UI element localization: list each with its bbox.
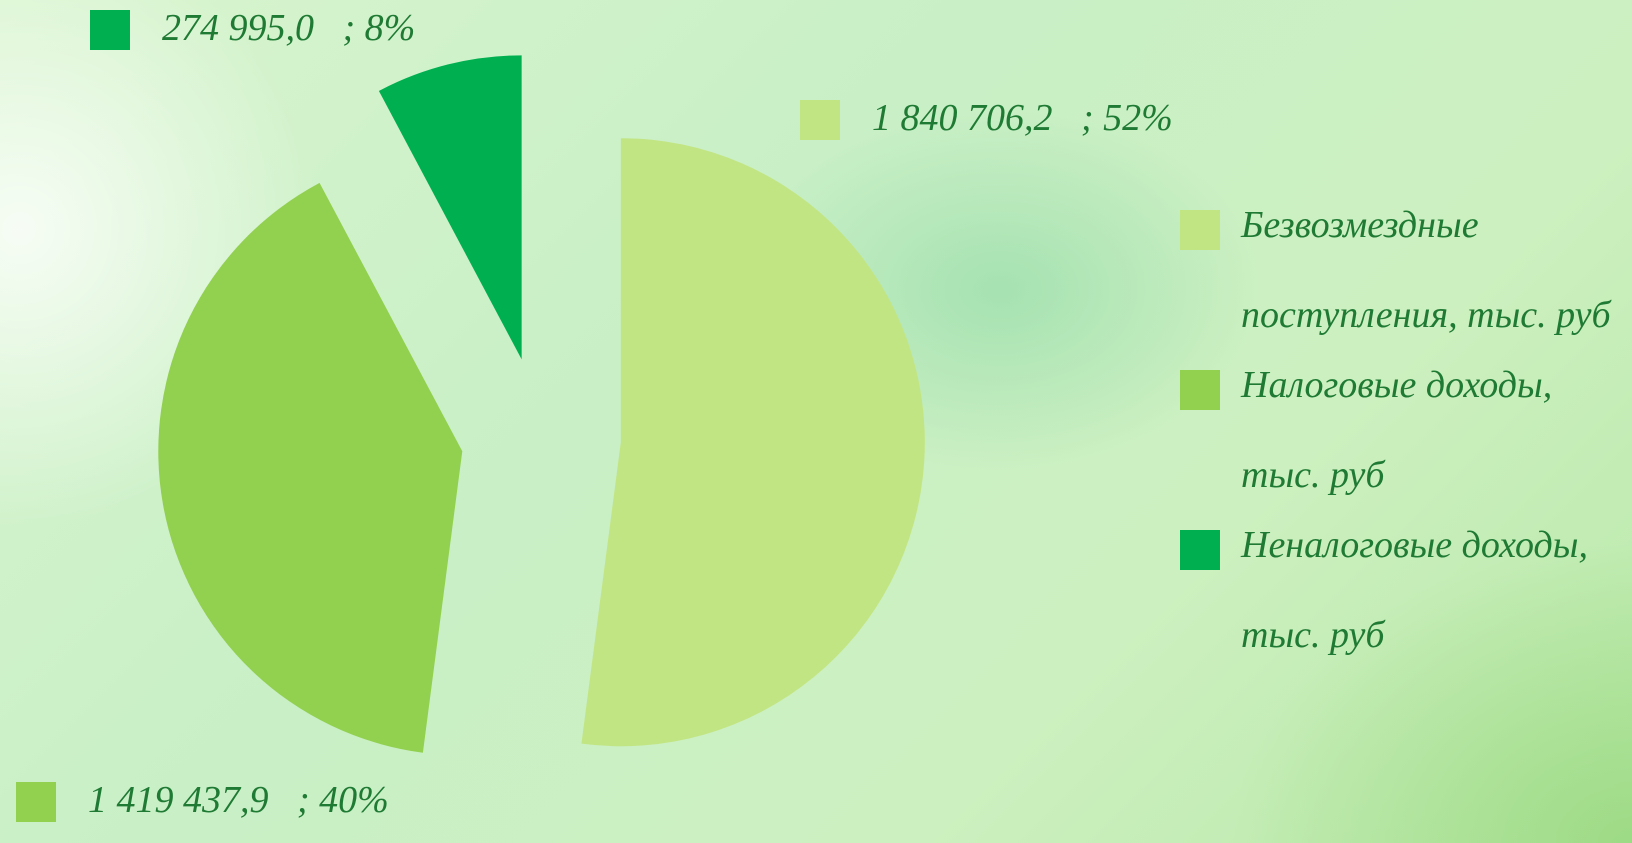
legend-item: Налоговые доходы, тыс. руб: [1180, 360, 1630, 520]
legend-swatch: [1180, 530, 1220, 570]
pie-slice: [379, 55, 522, 359]
pie-slice: [158, 183, 462, 753]
legend-item: Неналоговые доходы, тыс. руб: [1180, 520, 1630, 680]
label-swatch: [16, 782, 56, 822]
pie-slice: [581, 138, 924, 746]
label-swatch: [90, 10, 130, 50]
legend-item: Безвозмездные поступления, тыс. руб: [1180, 200, 1630, 360]
label-swatch: [800, 100, 840, 140]
data-label: 274 995,0 ; 8%: [162, 6, 415, 50]
legend-label: Безвозмездные поступления, тыс. руб: [1241, 180, 1630, 360]
data-label: 1 419 437,9 ; 40%: [88, 778, 389, 822]
legend-swatch: [1180, 210, 1220, 250]
legend-label: Налоговые доходы, тыс. руб: [1241, 340, 1630, 520]
data-label: 1 840 706,2 ; 52%: [872, 96, 1173, 140]
legend-label: Неналоговые доходы, тыс. руб: [1241, 500, 1630, 680]
legend-swatch: [1180, 370, 1220, 410]
page: 1 840 706,2 ; 52% 1 419 437,9 ; 40% 274 99…: [0, 0, 1632, 843]
